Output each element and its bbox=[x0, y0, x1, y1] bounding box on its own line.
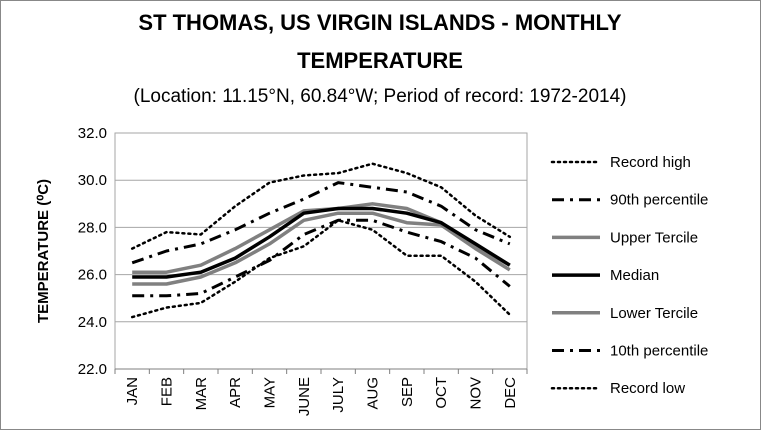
x-tick-label: SEP bbox=[399, 377, 416, 407]
series-line-lower-tercile bbox=[132, 211, 511, 286]
y-tick-label: 28.0 bbox=[78, 219, 107, 236]
chart-subtitle: (Location: 11.15°N, 60.84°W; Period of r… bbox=[134, 86, 627, 107]
legend-label-90th-percentile: 90th percentile bbox=[610, 192, 708, 209]
x-tick-label: APR bbox=[227, 377, 244, 408]
y-tick-label: 32.0 bbox=[78, 125, 107, 142]
legend-label-median: Median bbox=[610, 267, 659, 284]
series-line-10th-percentile bbox=[132, 218, 511, 298]
chart-title-line2: TEMPERATURE bbox=[297, 48, 463, 73]
plot-area: 22.0 24.0 26.0 28.0 30.0 32.0 JAN FEB MAR APR MAY J… bbox=[78, 125, 528, 416]
legend-label-upper-tercile: Upper Tercile bbox=[610, 229, 698, 246]
y-tick-label: 26.0 bbox=[78, 267, 107, 284]
chart-title-line1: ST THOMAS, US VIRGIN ISLANDS - MONTHLY bbox=[138, 10, 622, 35]
legend: Record high 90th percentile Upper Tercile M… bbox=[550, 154, 708, 397]
x-tick-label: JAN bbox=[124, 377, 141, 405]
legend-label-10th-percentile: 10th percentile bbox=[610, 343, 708, 360]
x-tick-label: NOV bbox=[468, 377, 485, 410]
x-tick-label: DEC bbox=[502, 377, 519, 409]
series-line-median bbox=[132, 206, 511, 279]
x-tick-label: OCT bbox=[433, 377, 450, 409]
series-line-90th-percentile bbox=[131, 181, 511, 265]
x-tick-label: FEB bbox=[159, 377, 176, 406]
x-tick-label: AUG bbox=[365, 377, 382, 410]
legend-label-record-low: Record low bbox=[610, 380, 685, 397]
x-tick-label: MAY bbox=[262, 377, 279, 408]
y-axis-label: TEMPERATURE (⁰C) bbox=[35, 179, 52, 323]
x-tick-label: MAR bbox=[193, 377, 210, 411]
legend-label-record-high: Record high bbox=[610, 154, 691, 171]
x-tick-label: JULY bbox=[330, 377, 347, 413]
y-tick-label: 22.0 bbox=[78, 361, 107, 378]
series-line-record-low bbox=[130, 219, 512, 319]
y-tick-label: 24.0 bbox=[78, 314, 107, 331]
y-tick-label: 30.0 bbox=[78, 172, 107, 189]
x-tick-label: JUNE bbox=[296, 377, 313, 416]
legend-label-lower-tercile: Lower Tercile bbox=[610, 305, 698, 322]
series-line-record-high bbox=[130, 162, 512, 250]
